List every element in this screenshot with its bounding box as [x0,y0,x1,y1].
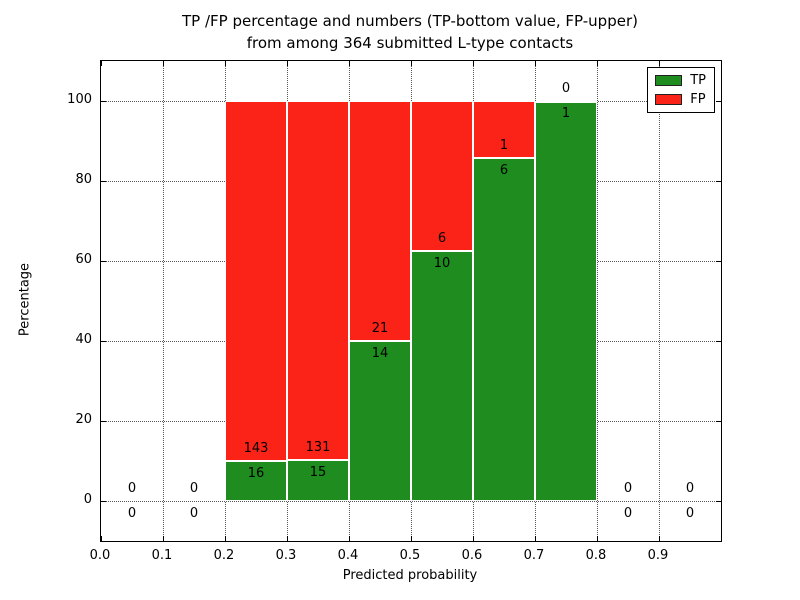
y-tick-right [716,261,721,262]
plot-area: TP FP 0 0 0 0 143 16 131 15 21 14 6 10 1 6 0 1 0 0 0 0 [100,60,722,542]
y-tick-left [101,501,106,502]
fp-bar-segment [473,101,535,159]
fp-count-label: 0 [685,481,695,496]
fp-bar-segment [287,101,349,460]
y-axis-label: Percentage [17,262,33,337]
fp-bar-segment [535,101,597,103]
fp-count-label: 0 [561,81,571,96]
chart-title-line1: TP /FP percentage and numbers (TP-bottom… [182,12,638,30]
x-tick-label: 0.7 [523,548,545,563]
gridline-y-0 [101,501,721,502]
tp-count-label: 0 [127,506,137,521]
y-tick-right [716,101,721,102]
y-tick-label: 40 [75,332,92,347]
tp-bar-segment [411,251,473,501]
legend: TP FP [647,67,715,113]
x-tick-bottom [225,536,226,541]
y-tick-right [716,501,721,502]
x-tick-label: 0.9 [647,548,669,563]
y-tick-left [101,341,106,342]
fp-bar-segment [225,101,287,461]
x-tick-label: 0.0 [89,548,111,563]
x-tick-top [597,61,598,66]
fp-count-label: 0 [189,481,199,496]
y-tick-label: 80 [75,172,92,187]
x-tick-top [163,61,164,66]
x-tick-bottom [535,536,536,541]
fp-bar-segment [349,101,411,341]
x-tick-bottom [597,536,598,541]
chart-title: TP /FP percentage and numbers (TP-bottom… [100,10,720,54]
fp-count-label: 143 [243,440,269,456]
tp-bar-segment [535,101,597,501]
legend-entry-fp: FP [655,92,706,107]
tp-count-label: 16 [247,465,265,481]
x-tick-bottom [287,536,288,541]
y-tick-label: 60 [75,252,92,267]
fp-count-label: 21 [371,321,389,336]
tp-count-label: 10 [433,256,451,271]
legend-swatch-tp-icon [655,75,683,86]
y-tick-label: 100 [67,92,92,107]
fp-count-label: 6 [437,231,447,246]
y-tick-left [101,181,106,182]
fp-bar-segment [411,101,473,251]
x-tick-label: 0.3 [275,548,297,563]
legend-label-tp: TP [690,73,706,88]
x-axis-label: Predicted probability [342,568,478,583]
tp-bar-segment [225,460,287,501]
x-tick-top [101,61,102,66]
gridline-x-0.8 [597,61,598,541]
tp-bar-segment [473,158,535,501]
tp-count-label: 0 [685,506,695,521]
x-tick-top [473,61,474,66]
fp-count-label: 0 [623,481,633,496]
tp-count-label: 0 [189,506,199,521]
x-tick-bottom [101,536,102,541]
fp-count-label: 0 [127,481,137,496]
y-tick-left [101,421,106,422]
y-tick-right [716,181,721,182]
x-tick-bottom [349,536,350,541]
tp-count-label: 14 [371,346,389,361]
x-tick-top [411,61,412,66]
x-tick-label: 0.6 [461,548,483,563]
y-tick-left [101,101,106,102]
y-tick-right [716,421,721,422]
x-tick-bottom [659,536,660,541]
legend-entry-tp: TP [655,73,706,88]
gridline-x-0.9 [659,61,660,541]
x-tick-label: 0.1 [151,548,173,563]
gridline-x-0.1 [163,61,164,541]
legend-swatch-fp-icon [655,94,683,105]
x-tick-label: 0.8 [585,548,607,563]
y-tick-left [101,261,106,262]
x-tick-label: 0.5 [399,548,421,563]
y-tick-right [716,341,721,342]
x-tick-bottom [473,536,474,541]
x-tick-top [349,61,350,66]
chart-title-line2: from among 364 submitted L-type contacts [246,34,574,52]
x-tick-label: 0.2 [213,548,235,563]
x-tick-top [287,61,288,66]
legend-label-fp: FP [690,92,706,107]
tp-count-label: 0 [623,506,633,521]
tp-count-label: 1 [561,106,571,121]
tp-bar-segment [287,459,349,501]
y-tick-label: 0 [83,492,92,507]
tp-count-label: 15 [309,464,327,480]
x-tick-bottom [411,536,412,541]
x-tick-top [535,61,536,66]
x-tick-bottom [163,536,164,541]
x-tick-top [225,61,226,66]
y-tick-label: 20 [75,412,92,427]
tp-bar-segment [349,341,411,501]
tp-count-label: 6 [499,163,509,179]
fp-count-label: 1 [499,138,509,154]
x-tick-top [659,61,660,66]
x-tick-label: 0.4 [337,548,359,563]
fp-count-label: 131 [305,439,331,455]
